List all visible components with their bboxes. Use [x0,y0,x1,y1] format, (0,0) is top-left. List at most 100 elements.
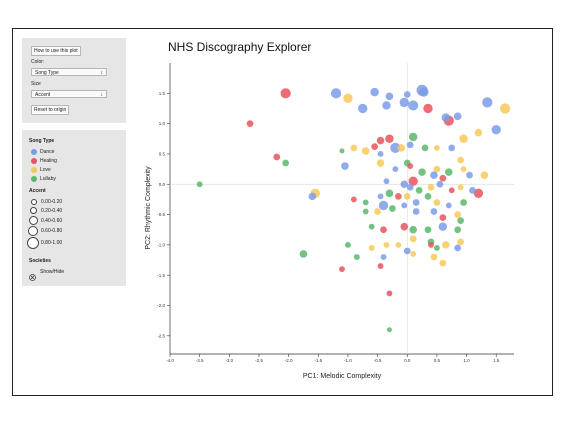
data-point-dance[interactable] [403,247,411,255]
data-point-lullaby[interactable] [345,241,351,248]
data-point-dance[interactable] [430,208,438,215]
data-point-dance[interactable] [482,97,493,108]
data-point-healing[interactable] [273,153,281,161]
data-point-lullaby[interactable] [454,226,462,234]
data-point-dance[interactable] [330,88,342,99]
data-point-healing[interactable] [423,103,433,114]
data-point-healing[interactable] [400,222,409,231]
data-point-dance[interactable] [385,92,394,101]
data-point-dance[interactable] [377,151,384,157]
data-point-dance[interactable] [436,180,444,188]
data-point-love[interactable] [430,253,438,261]
data-point-healing[interactable] [376,136,385,145]
data-point-healing[interactable] [339,266,345,273]
data-point-lullaby[interactable] [415,186,423,194]
data-point-dance[interactable] [380,254,387,260]
data-point-love[interactable] [410,251,417,257]
data-point-dance[interactable] [390,142,401,153]
data-point-love[interactable] [350,144,358,152]
data-point-love[interactable] [439,259,447,267]
data-point-lullaby[interactable] [457,217,464,224]
data-point-dance[interactable] [308,192,317,201]
data-point-healing[interactable] [386,290,393,297]
legend-item-love[interactable]: Love [40,167,51,173]
data-point-healing[interactable] [428,241,434,248]
data-point-lullaby[interactable] [424,193,432,200]
data-point-dance[interactable] [448,144,456,152]
data-point-healing[interactable] [439,174,447,182]
data-point-dance[interactable] [454,244,462,252]
data-point-dance[interactable] [438,222,448,231]
data-point-healing[interactable] [394,193,402,200]
data-point-healing[interactable] [350,196,357,203]
societies-toggle[interactable]: Show/Hide [40,269,65,275]
data-point-dance[interactable] [382,101,391,110]
data-point-dance[interactable] [392,166,399,173]
data-point-dance[interactable] [377,193,384,200]
data-point-dance[interactable] [453,112,462,121]
data-point-dance[interactable] [412,208,420,215]
legend-item-lullaby[interactable]: Lullaby [40,176,56,182]
data-point-lullaby[interactable] [386,327,392,333]
data-point-healing[interactable] [385,134,394,144]
data-point-healing[interactable] [380,226,387,234]
data-point-love[interactable] [460,166,467,173]
data-point-lullaby[interactable] [385,189,394,198]
data-point-dance[interactable] [469,186,476,194]
data-point-love[interactable] [368,244,375,251]
data-point-love[interactable] [433,199,441,206]
data-point-love[interactable] [383,241,390,248]
data-point-dance[interactable] [358,103,368,114]
data-point-dance[interactable] [441,113,451,122]
data-point-dance[interactable] [412,199,420,206]
data-point-healing[interactable] [408,176,418,186]
data-point-healing[interactable] [280,88,291,99]
data-point-dance[interactable] [400,180,409,189]
data-point-lullaby[interactable] [196,181,203,188]
data-point-lullaby[interactable] [421,144,429,152]
data-point-love[interactable] [427,183,435,191]
data-point-love[interactable] [457,238,464,246]
data-point-love[interactable] [480,171,489,179]
data-point-love[interactable] [397,144,406,152]
data-point-lullaby[interactable] [424,226,432,234]
data-point-love[interactable] [457,156,464,164]
data-point-lullaby[interactable] [368,223,375,230]
data-point-love[interactable] [361,147,370,155]
data-point-lullaby[interactable] [460,199,467,206]
legend-item-dance[interactable]: Dance [40,149,55,155]
data-point-dance[interactable] [466,171,473,179]
data-point-dance[interactable] [341,162,349,170]
data-point-dance[interactable] [403,91,411,98]
data-point-love[interactable] [376,159,385,167]
data-point-healing[interactable] [439,214,447,221]
data-point-dance[interactable] [370,87,379,97]
data-point-lullaby[interactable] [362,199,369,206]
help-button[interactable]: How to use this plot [31,46,81,56]
color-select[interactable]: Song Type ↕ [31,68,107,76]
data-point-dance[interactable] [408,100,419,111]
reset-button[interactable]: Reset to origin [31,105,70,115]
x-circle-icon[interactable] [29,268,36,281]
data-point-lullaby[interactable] [339,148,345,154]
data-point-love[interactable] [441,241,450,249]
data-point-dance[interactable] [383,178,390,185]
data-point-lullaby[interactable] [409,225,417,234]
data-point-love[interactable] [343,93,353,103]
data-point-healing[interactable] [371,143,378,151]
data-point-love[interactable] [457,184,464,191]
size-select[interactable]: Accent ↕ [31,90,107,98]
data-point-dance[interactable] [378,200,389,211]
data-point-love[interactable] [374,208,381,215]
legend-item-healing[interactable]: Healing [40,158,57,164]
data-point-healing[interactable] [407,163,414,169]
data-point-dance[interactable] [430,171,438,179]
data-point-dance[interactable] [491,125,501,135]
data-point-healing[interactable] [377,263,384,270]
data-point-healing[interactable] [473,188,484,199]
data-point-dance[interactable] [406,183,414,191]
data-point-lullaby[interactable] [389,205,396,212]
data-point-dance[interactable] [445,202,452,209]
data-point-lullaby[interactable] [299,250,308,258]
